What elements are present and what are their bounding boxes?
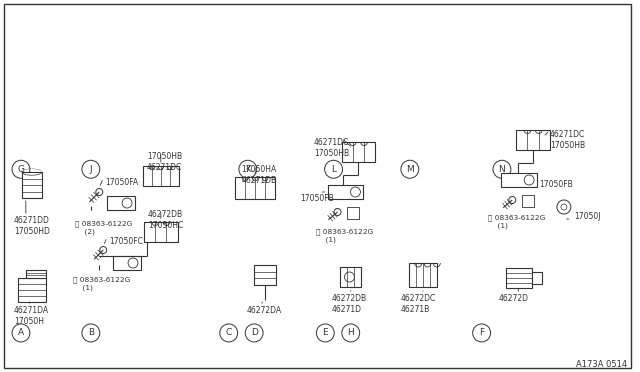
Bar [516, 130, 550, 150]
Bar [18, 278, 45, 302]
Text: E: E [323, 328, 328, 337]
Text: 17050FA: 17050FA [105, 178, 138, 187]
Bar [254, 265, 276, 285]
Text: 17050HA
46271DB: 17050HA 46271DB [241, 165, 276, 185]
Text: Ⓢ 08363-6122G
    (1): Ⓢ 08363-6122G (1) [488, 214, 546, 229]
Bar [342, 142, 375, 162]
Circle shape [351, 187, 360, 197]
Text: M: M [406, 165, 413, 174]
Text: K: K [245, 165, 251, 174]
Circle shape [509, 196, 516, 203]
Bar [501, 173, 537, 187]
Text: Ⓢ 08363-6122G
    (2): Ⓢ 08363-6122G (2) [76, 220, 132, 235]
Text: 17050J: 17050J [574, 212, 600, 221]
Bar [113, 256, 141, 270]
Text: C: C [226, 328, 232, 337]
Text: 46272D: 46272D [499, 294, 529, 303]
Bar [108, 196, 135, 210]
Circle shape [100, 247, 107, 253]
Text: 46272DB
46271D: 46272DB 46271D [332, 294, 367, 314]
Circle shape [128, 258, 138, 268]
Text: 46272DC
46271B: 46272DC 46271B [401, 294, 436, 314]
Text: L: L [331, 165, 336, 174]
Circle shape [334, 208, 341, 215]
Text: B: B [88, 328, 94, 337]
Text: 46271DC
17050HB: 46271DC 17050HB [550, 130, 585, 150]
Bar [340, 267, 362, 287]
Bar [348, 207, 360, 219]
Text: 17050FB: 17050FB [539, 180, 573, 189]
Text: 46271DD
17050HD: 46271DD 17050HD [14, 216, 50, 236]
Circle shape [96, 189, 103, 196]
Text: 46271DA
17050H: 46271DA 17050H [14, 306, 49, 326]
Bar [328, 185, 364, 199]
Text: 17050FB: 17050FB [300, 194, 333, 203]
Text: Ⓢ 08363-6122G
    (1): Ⓢ 08363-6122G (1) [316, 228, 373, 243]
Text: 46271DC
17050HB: 46271DC 17050HB [314, 138, 349, 158]
Text: A173A 0514: A173A 0514 [576, 360, 627, 369]
Bar [144, 222, 178, 242]
Bar [506, 268, 532, 288]
Bar [522, 195, 534, 207]
Text: D: D [251, 328, 257, 337]
Circle shape [557, 200, 571, 214]
Bar [26, 270, 45, 278]
Text: 46272DB
17050HC: 46272DB 17050HC [148, 210, 183, 230]
Bar [236, 177, 275, 199]
Text: Ⓢ 08363-6122G
    (1): Ⓢ 08363-6122G (1) [74, 276, 131, 291]
Text: F: F [479, 328, 484, 337]
Text: N: N [499, 165, 506, 174]
Text: H: H [348, 328, 354, 337]
Text: 46272DA: 46272DA [246, 306, 282, 315]
Text: J: J [90, 165, 92, 174]
Circle shape [344, 272, 355, 282]
Bar [532, 272, 542, 284]
Text: G: G [17, 165, 24, 174]
Text: 17050HB
46271DC: 17050HB 46271DC [147, 152, 182, 172]
Circle shape [524, 175, 534, 185]
Circle shape [561, 204, 567, 210]
Circle shape [122, 198, 132, 208]
Text: A: A [18, 328, 24, 337]
Bar [409, 263, 437, 287]
Bar [143, 166, 179, 186]
Bar [22, 172, 42, 198]
Text: 17050FC: 17050FC [109, 237, 143, 246]
